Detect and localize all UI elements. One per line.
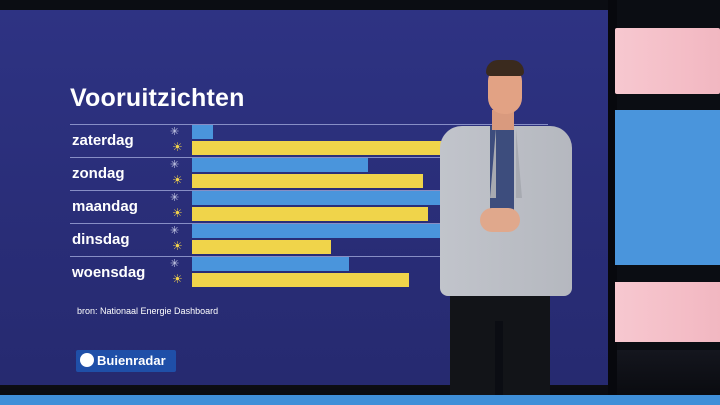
logo-text: Buienradar	[97, 353, 166, 368]
wind-bar	[192, 125, 213, 139]
row-divider	[70, 256, 460, 257]
sun-icon: ☀	[172, 272, 183, 286]
logo-mark-icon	[80, 353, 94, 367]
wind-turbine-icon: ✳	[170, 225, 180, 237]
sun-bar	[192, 174, 423, 188]
wind-bar	[192, 224, 454, 238]
sun-bar	[192, 141, 454, 155]
wind-turbine-icon: ✳	[170, 192, 180, 204]
wind-bar	[192, 158, 368, 172]
side-panel-bottom	[615, 282, 720, 342]
category-label: dinsdag	[72, 231, 130, 248]
sun-bar	[192, 240, 331, 254]
sun-icon: ☀	[172, 173, 183, 187]
presenter-lapel-right	[516, 128, 538, 198]
screen-divider	[608, 0, 617, 395]
source-note: bron: Nationaal Energie Dashboard	[77, 306, 219, 316]
sun-bar	[192, 273, 409, 287]
row-divider	[70, 190, 460, 191]
wind-turbine-icon: ✳	[170, 126, 180, 138]
row-divider	[70, 157, 460, 158]
wind-bar	[192, 191, 444, 205]
presenter-hair	[486, 60, 524, 76]
row-divider	[70, 124, 548, 125]
presenter	[438, 56, 578, 396]
buienradar-logo: Buienradar	[76, 350, 176, 372]
presenter-leg-gap	[495, 321, 503, 396]
sun-icon: ☀	[172, 206, 183, 220]
side-panel-top	[615, 28, 720, 94]
category-label: maandag	[72, 198, 138, 215]
category-label: zondag	[72, 165, 125, 182]
category-label: woensdag	[72, 264, 146, 281]
sun-icon: ☀	[172, 239, 183, 253]
wind-turbine-icon: ✳	[170, 258, 180, 270]
wind-bar	[192, 257, 349, 271]
row-divider	[70, 223, 460, 224]
bottom-accent-strip	[0, 395, 720, 405]
presenter-hands	[480, 208, 520, 232]
category-label: zaterdag	[72, 132, 134, 149]
presenter-neck	[492, 110, 514, 130]
sun-bar	[192, 207, 428, 221]
presenter-lapel-left	[474, 128, 496, 198]
chart-title: Vooruitzichten	[70, 84, 245, 112]
wind-turbine-icon: ✳	[170, 159, 180, 171]
sun-icon: ☀	[172, 140, 183, 154]
side-panel-middle	[615, 110, 720, 265]
